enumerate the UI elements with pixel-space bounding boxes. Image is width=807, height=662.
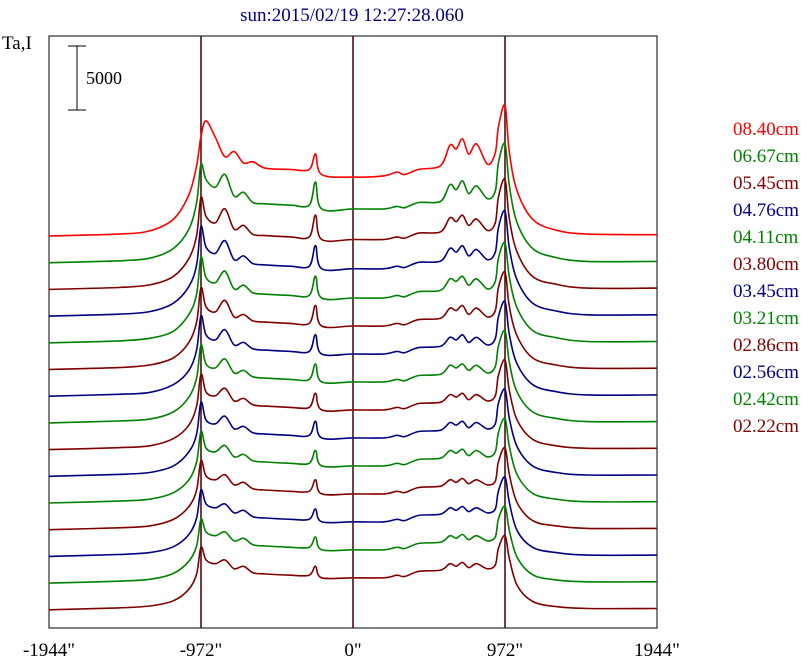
x-tick-label-1: -972": [180, 640, 223, 661]
chart-title: sun:2015/02/19 12:27:28.060: [240, 5, 464, 26]
legend-entry-08.40cm: 08.40cm: [733, 119, 799, 140]
y-axis-label: Ta,I: [2, 33, 32, 54]
scale-bar: 5000: [68, 45, 122, 111]
legend-entry-06.67cm: 06.67cm: [733, 146, 799, 167]
legend-entry-03.21cm: 03.21cm: [733, 308, 799, 329]
legend-entry-02.42cm: 02.42cm: [733, 389, 799, 410]
series-line-02.56cm: [48, 388, 658, 478]
legend-entry-04.11cm: 04.11cm: [733, 227, 798, 248]
legend-entry-02.22cm: 02.22cm: [733, 416, 799, 437]
legend-entry-02.86cm: 02.86cm: [733, 335, 799, 356]
series-line-02.42cm: [48, 417, 658, 504]
x-tick-label-3: 972": [487, 640, 523, 661]
series-line-02.86cm: [48, 358, 658, 451]
x-tick-label-0: -1944": [23, 640, 75, 661]
x-tick-label-2: 0": [344, 640, 361, 661]
x-tick-label-4: 1944": [634, 640, 680, 661]
series-line-03.80cm: [48, 270, 658, 371]
series-line-08.40cm: [48, 104, 658, 237]
legend-entry-02.56cm: 02.56cm: [733, 362, 799, 383]
legend-entry-04.76cm: 04.76cm: [733, 200, 799, 221]
legend-entry-03.80cm: 03.80cm: [733, 254, 799, 275]
legend-entry-03.45cm: 03.45cm: [733, 281, 799, 302]
series-line-06.67cm: [48, 142, 658, 264]
series-line-02.22cm: [48, 446, 658, 531]
series-line-03.21cm: [48, 329, 658, 424]
series-line-unlabeled-13: [48, 505, 658, 584]
series-line-04.76cm: [48, 209, 658, 317]
series-line-unlabeled-14: [48, 534, 658, 611]
series-line-05.45cm: [48, 177, 658, 291]
scale-bar-label: 5000: [86, 68, 122, 88]
series-line-unlabeled-12: [48, 476, 658, 558]
series-line-04.11cm: [48, 241, 658, 344]
series-line-03.45cm: [48, 300, 658, 397]
legend-entry-05.45cm: 05.45cm: [733, 173, 799, 194]
